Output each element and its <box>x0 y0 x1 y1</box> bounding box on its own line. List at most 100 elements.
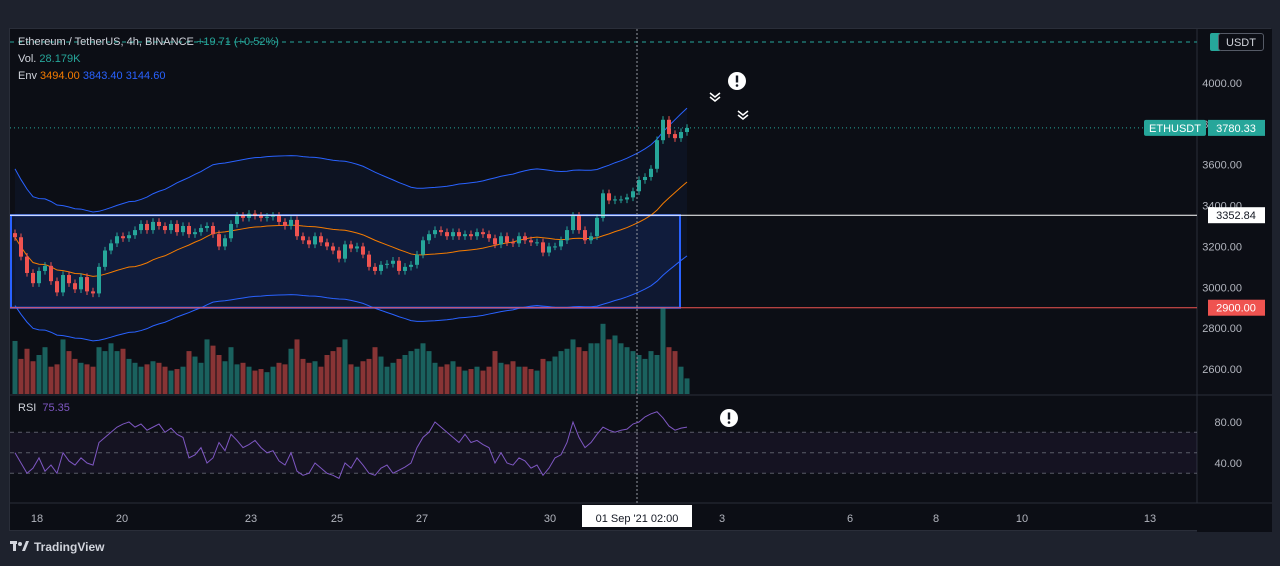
volume-bar <box>421 343 426 394</box>
volume-bar <box>91 367 96 394</box>
currency-button[interactable]: USDT <box>1218 33 1264 51</box>
price-tick-label: 3600.00 <box>1202 160 1242 172</box>
volume-bar <box>553 357 558 394</box>
volume-bar <box>457 367 462 394</box>
volume-bar <box>505 364 510 394</box>
tradingview-logo[interactable]: TradingView <box>10 540 104 554</box>
volume-bar <box>205 339 210 394</box>
volume-bar <box>367 359 372 394</box>
candle <box>601 190 605 222</box>
chart-canvas[interactable]: 4000.003800.003600.003400.003200.003000.… <box>10 29 1272 532</box>
candle <box>61 271 65 296</box>
rsi-value: 75.35 <box>42 402 70 414</box>
volume-bar <box>313 361 318 394</box>
rsi-label: RSI <box>18 402 36 414</box>
volume-bar <box>391 363 396 394</box>
volume-bar <box>175 369 180 394</box>
last-price-tag: 3780.33 <box>1216 123 1256 135</box>
sell-signal-icon <box>738 111 748 119</box>
price-tick-label: 2800.00 <box>1202 323 1242 335</box>
volume-bar <box>121 349 126 394</box>
volume-bar <box>469 369 474 394</box>
volume-bar <box>277 363 282 394</box>
price-axis-bg <box>1197 29 1272 532</box>
chart-frame: 4000.003800.003600.003400.003200.003000.… <box>9 28 1271 531</box>
volume-bar <box>571 339 576 394</box>
volume-bar <box>361 361 366 394</box>
volume-bar <box>265 372 270 394</box>
volume-bar <box>61 339 66 394</box>
volume-bar <box>583 351 588 394</box>
volume-bar <box>187 351 192 394</box>
volume-bar <box>181 367 186 394</box>
volume-bar <box>199 363 204 394</box>
volume-bar <box>463 371 468 394</box>
envelope-upper-value: 3843.40 <box>83 70 123 82</box>
volume-bar <box>229 347 234 394</box>
volume-bar <box>655 355 660 394</box>
time-tick-label: 8 <box>933 513 939 525</box>
volume-bar <box>661 308 666 394</box>
volume-bar <box>319 367 324 394</box>
envelope-lower-value: 3144.60 <box>126 70 166 82</box>
volume-bar <box>151 361 156 394</box>
volume-bar <box>241 363 246 394</box>
volume-bar <box>667 347 672 394</box>
support-tag: 2900.00 <box>1216 303 1256 315</box>
volume-bar <box>55 364 60 394</box>
rsi-tick-label: 80.00 <box>1214 417 1242 429</box>
symbol-title[interactable]: Ethereum / TetherUS, 4h, BINANCE <box>18 36 194 48</box>
volume-bar <box>31 361 36 394</box>
candle <box>661 116 665 144</box>
volume-bar <box>601 324 606 394</box>
volume-bar <box>649 351 654 394</box>
volume-bar <box>625 347 630 394</box>
volume-bar <box>109 343 114 394</box>
volume-bar <box>355 367 360 394</box>
volume-bar <box>499 363 504 394</box>
volume-bar <box>85 364 90 394</box>
rsi-legend[interactable]: RSI 75.35 <box>18 402 70 414</box>
volume-bar <box>643 359 648 394</box>
volume-bar <box>163 367 168 394</box>
volume-bar <box>541 359 546 394</box>
volume-bar <box>451 361 456 394</box>
volume-bar <box>283 364 288 394</box>
volume-bar <box>97 347 102 394</box>
volume-bar <box>301 359 306 394</box>
candle <box>19 234 23 261</box>
time-tick-label: 23 <box>245 513 257 525</box>
volume-bar <box>295 339 300 394</box>
legend-envelope-row[interactable]: Env 3494.00 3843.40 3144.60 <box>18 68 279 85</box>
volume-bar <box>193 357 198 394</box>
volume-bar <box>133 363 138 394</box>
volume-bar <box>547 361 552 394</box>
legend-volume-row[interactable]: Vol. 28.179K <box>18 51 279 68</box>
sell-signal-icon <box>710 93 720 101</box>
crosshair-time-label: 01 Sep '21 02:00 <box>596 513 679 525</box>
volume-bar <box>631 351 636 394</box>
volume-bar <box>247 367 252 394</box>
volume-bar <box>535 371 540 394</box>
volume-bar <box>25 349 30 394</box>
volume-bar <box>67 351 72 394</box>
volume-bar <box>49 367 54 394</box>
volume-bar <box>397 359 402 394</box>
volume-bar <box>73 359 78 394</box>
time-tick-label: 20 <box>116 513 128 525</box>
volume-bar <box>115 351 120 394</box>
resistance-tag: 3352.84 <box>1216 210 1256 222</box>
volume-bar <box>517 367 522 394</box>
time-tick-label: 25 <box>331 513 343 525</box>
envelope-mid-value: 3494.00 <box>40 70 80 82</box>
volume-bar <box>43 347 48 394</box>
volume-bar <box>271 367 276 394</box>
volume-bar <box>487 367 492 394</box>
volume-bar <box>529 369 534 394</box>
legend-symbol-row[interactable]: Ethereum / TetherUS, 4h, BINANCE +19.71 … <box>18 34 279 51</box>
volume-bar <box>343 339 348 394</box>
volume-bar <box>19 359 24 394</box>
volume-bar <box>79 363 84 394</box>
volume-bar <box>409 351 414 394</box>
volume-bar <box>253 371 258 394</box>
